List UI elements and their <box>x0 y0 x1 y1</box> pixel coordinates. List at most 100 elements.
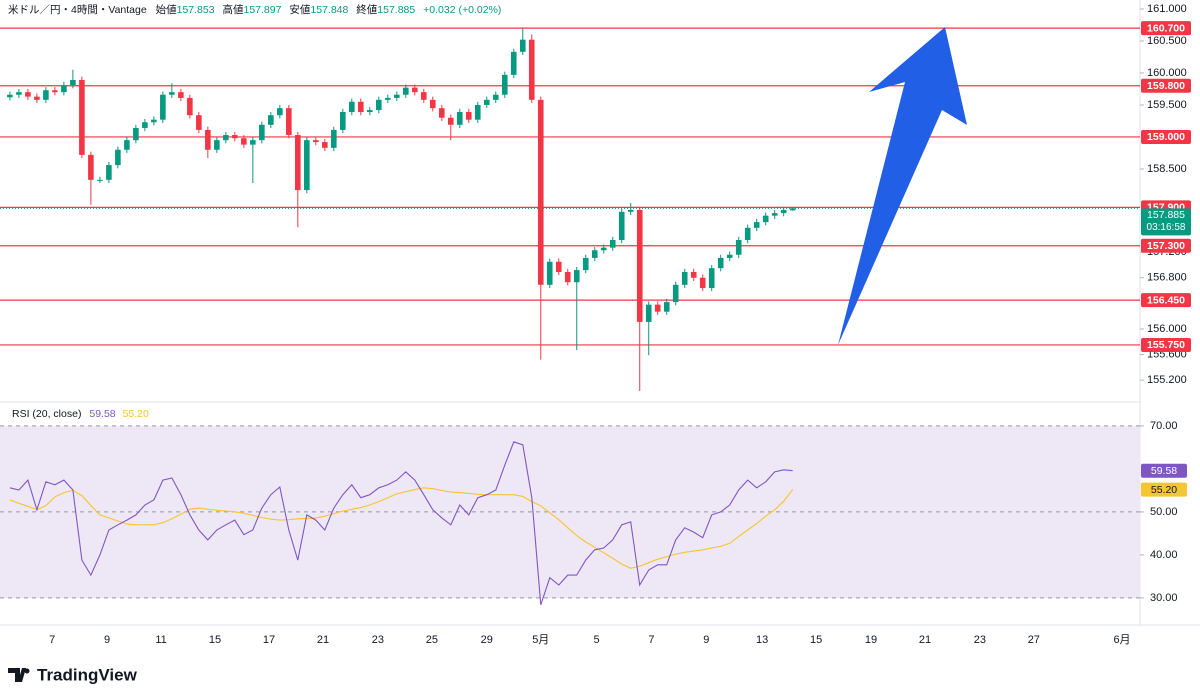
candle-body <box>25 92 31 97</box>
candle-body <box>645 304 652 322</box>
candle-body <box>744 227 751 240</box>
brand-logo <box>8 668 26 682</box>
rsi-line <box>9 487 794 569</box>
level-label-box <box>1141 238 1191 253</box>
candle-body <box>699 277 706 288</box>
rsi-legend: RSI (20, close) 59.58 55.20 <box>12 408 149 420</box>
candle-body <box>708 268 715 288</box>
y-tick-label: 156.800 <box>1147 272 1187 284</box>
candle-body <box>519 39 526 52</box>
candle-body <box>762 215 769 223</box>
candle-body <box>474 104 481 120</box>
candle-body <box>672 284 679 303</box>
y-tick-label: 161.000 <box>1147 3 1187 15</box>
y-tick-label: 50.00 <box>1150 506 1178 518</box>
close-value: 157.885 <box>377 4 415 16</box>
candle-body <box>636 209 643 322</box>
open-value: 157.853 <box>177 4 215 16</box>
low-value: 157.848 <box>310 4 348 16</box>
candle-body <box>61 85 67 93</box>
candle-body <box>52 90 58 93</box>
level-label-box <box>1141 293 1191 308</box>
candle-body <box>43 90 49 100</box>
high-label: 高値 <box>223 3 244 16</box>
candle-body <box>331 129 337 148</box>
rsi-last-label: 59.58 <box>1151 465 1177 477</box>
x-tick-label: 5 <box>593 634 599 646</box>
candle-body <box>627 209 634 212</box>
candle-body <box>591 250 598 258</box>
level-label: 156.450 <box>1147 294 1185 306</box>
rsi-line <box>9 441 793 605</box>
x-tick-label: 17 <box>263 634 275 646</box>
candle-body <box>402 87 409 95</box>
candle-body <box>528 39 535 100</box>
candle-body <box>438 108 445 118</box>
candle-body <box>717 257 724 269</box>
candle-body <box>456 112 463 125</box>
rsi-pane <box>0 425 1140 605</box>
x-tick-label: 21 <box>317 634 329 646</box>
x-tick-label: 23 <box>974 634 986 646</box>
candle-body <box>537 99 544 285</box>
x-tick-label: 11 <box>155 634 166 646</box>
x-tick-label: 6月 <box>1113 634 1130 646</box>
candle-body <box>376 99 382 111</box>
candle-body <box>654 304 661 312</box>
candle-body <box>609 240 616 248</box>
candle-body <box>789 208 796 211</box>
rsi-last-box <box>1141 482 1187 497</box>
candle-body <box>771 213 778 216</box>
candle-body <box>268 115 274 125</box>
rsi-last-label: 55.20 <box>1151 484 1177 496</box>
candle-body <box>483 99 490 105</box>
candle-body <box>681 272 688 285</box>
candle-body <box>501 74 508 95</box>
up-arrow <box>838 27 967 345</box>
y-tick-label: 30.00 <box>1150 592 1178 604</box>
candle-body <box>600 247 607 251</box>
candle-body <box>465 112 472 120</box>
candle-body <box>124 140 130 150</box>
last-price-box <box>1141 208 1191 236</box>
candle-body <box>384 97 391 100</box>
candle-body <box>411 87 418 93</box>
x-tick-label: 27 <box>1028 634 1040 646</box>
candle-body <box>160 94 166 120</box>
x-tick-label: 9 <box>703 634 709 646</box>
candle-body <box>142 122 148 128</box>
candle-body <box>70 80 76 86</box>
y-tick-label: 40.00 <box>1150 549 1178 561</box>
level-label: 160.700 <box>1147 22 1185 34</box>
y-tick-label: 160.000 <box>1147 67 1187 79</box>
x-tick-label: 9 <box>104 634 110 646</box>
brand: TradingView <box>8 665 138 684</box>
change: +0.032 (+0.02%) <box>423 4 501 16</box>
y-tick-label: 155.200 <box>1147 374 1187 386</box>
candle-body <box>322 142 328 148</box>
candle-body <box>250 140 256 145</box>
x-tick-label: 21 <box>919 634 931 646</box>
candle-body <box>97 179 103 181</box>
candle-body <box>367 110 373 112</box>
close-label: 終値 <box>356 3 377 16</box>
candle-body <box>106 165 112 180</box>
low-label: 安値 <box>289 3 310 16</box>
level-label: 157.300 <box>1147 240 1185 252</box>
brand-logo-dot <box>24 668 30 674</box>
symbol: 米ドル／円・4時間・Vantage <box>8 3 147 16</box>
candle-body <box>663 302 670 312</box>
candle-body <box>286 108 292 136</box>
level-label-box <box>1141 337 1191 352</box>
y-tick-label: 158.500 <box>1147 163 1187 175</box>
candle-body <box>492 94 499 100</box>
candle-body <box>7 94 13 98</box>
candle-body <box>358 101 364 112</box>
brand-name: TradingView <box>37 665 138 684</box>
x-tick-label: 5月 <box>532 634 549 646</box>
rsi-title: RSI (20, close) <box>12 408 81 420</box>
candle-body <box>88 154 94 180</box>
candle-body <box>420 92 427 100</box>
